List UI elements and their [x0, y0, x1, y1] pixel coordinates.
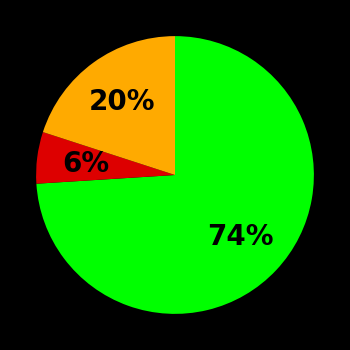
Text: 74%: 74% — [208, 223, 274, 251]
Wedge shape — [43, 36, 175, 175]
Text: 6%: 6% — [62, 150, 109, 178]
Wedge shape — [36, 36, 314, 314]
Text: 20%: 20% — [89, 88, 155, 116]
Wedge shape — [36, 132, 175, 184]
